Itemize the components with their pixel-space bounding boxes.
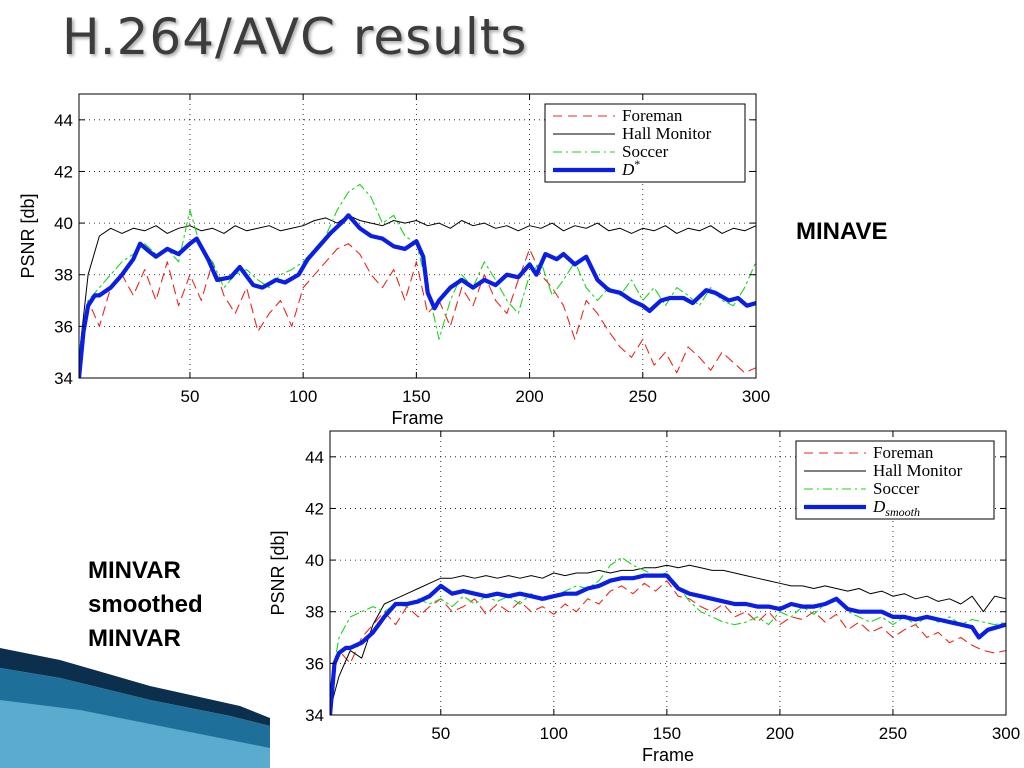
corner-decoration xyxy=(0,648,270,768)
y-tick-label: 38 xyxy=(54,266,73,285)
series-line-d xyxy=(79,213,756,378)
x-axis-label: Frame xyxy=(391,408,443,428)
y-tick-label: 44 xyxy=(305,448,324,467)
psnr-chart-1: 50 100 150 200 250 300 34 36 38 40 42 44 Frame PSNR [… xyxy=(18,93,770,428)
minvar-label-line-3: MINVAR xyxy=(88,625,181,652)
y-axis-label: PSNR [db] xyxy=(268,530,288,615)
minvar-label-line-2: smoothed xyxy=(88,591,203,618)
y-tick-label: 42 xyxy=(305,499,324,518)
series-line-soccer xyxy=(330,556,1006,690)
y-tick-label: 36 xyxy=(305,654,324,673)
x-axis-label: Frame xyxy=(642,745,694,765)
x-tick-label: 200 xyxy=(766,724,794,743)
x-tick-label: 150 xyxy=(653,724,681,743)
y-axis-label: PSNR [db] xyxy=(18,193,38,278)
y-tick-label: 38 xyxy=(305,603,324,622)
x-tick-label: 50 xyxy=(431,724,450,743)
legend-entry-label: Hall Monitor xyxy=(622,124,712,143)
x-tick-label: 300 xyxy=(992,724,1020,743)
plot-frame xyxy=(78,93,757,379)
y-tick-label: 40 xyxy=(54,214,73,233)
y-tick-label: 34 xyxy=(305,706,324,725)
x-tick-label: 300 xyxy=(742,387,770,406)
x-tick-label: 250 xyxy=(629,387,657,406)
x-tick-label: 100 xyxy=(289,387,317,406)
x-tick-label: 200 xyxy=(515,387,543,406)
minave-label: MINAVE xyxy=(796,218,888,245)
series-line-hall-monitor xyxy=(330,564,1006,711)
minvar-label-block: MINVAR smoothed MINVAR xyxy=(88,554,203,656)
legend-entry-label: Soccer xyxy=(873,479,920,498)
psnr-chart-2: 50 100 150 200 250 300 34 36 38 40 42 44 Frame PSNR [… xyxy=(268,430,1020,765)
x-tick-label: 150 xyxy=(402,387,430,406)
x-tick-label: 100 xyxy=(540,724,568,743)
y-tick-label: 40 xyxy=(305,551,324,570)
x-tick-label: 250 xyxy=(879,724,907,743)
legend-entry-label: D* xyxy=(621,157,640,179)
y-tick-label: 42 xyxy=(54,162,73,181)
legend-entry-label: Foreman xyxy=(622,106,683,125)
corner-swoosh-dark xyxy=(0,648,270,726)
series-group xyxy=(79,183,756,378)
series-group xyxy=(330,556,1006,715)
series-line-foreman xyxy=(79,243,756,374)
y-tick-label: 34 xyxy=(54,369,73,388)
legend-entry-label: Dsmooth xyxy=(872,497,920,519)
y-tick-label: 44 xyxy=(54,111,73,130)
legend-entry-label: Hall Monitor xyxy=(873,461,963,480)
minvar-label-line-1: MINVAR xyxy=(88,557,181,584)
corner-swoosh-light xyxy=(0,700,270,768)
slide-title: H.264/AVC results xyxy=(62,8,528,66)
y-tick-label: 36 xyxy=(54,317,73,336)
x-tick-label: 50 xyxy=(180,387,199,406)
series-line-d-smooth xyxy=(330,573,1006,715)
plot-frame xyxy=(329,430,1007,716)
legend-entry-label: Foreman xyxy=(873,443,934,462)
series-line-hall-monitor xyxy=(79,214,756,358)
legend-entry-label: Soccer xyxy=(622,142,669,161)
